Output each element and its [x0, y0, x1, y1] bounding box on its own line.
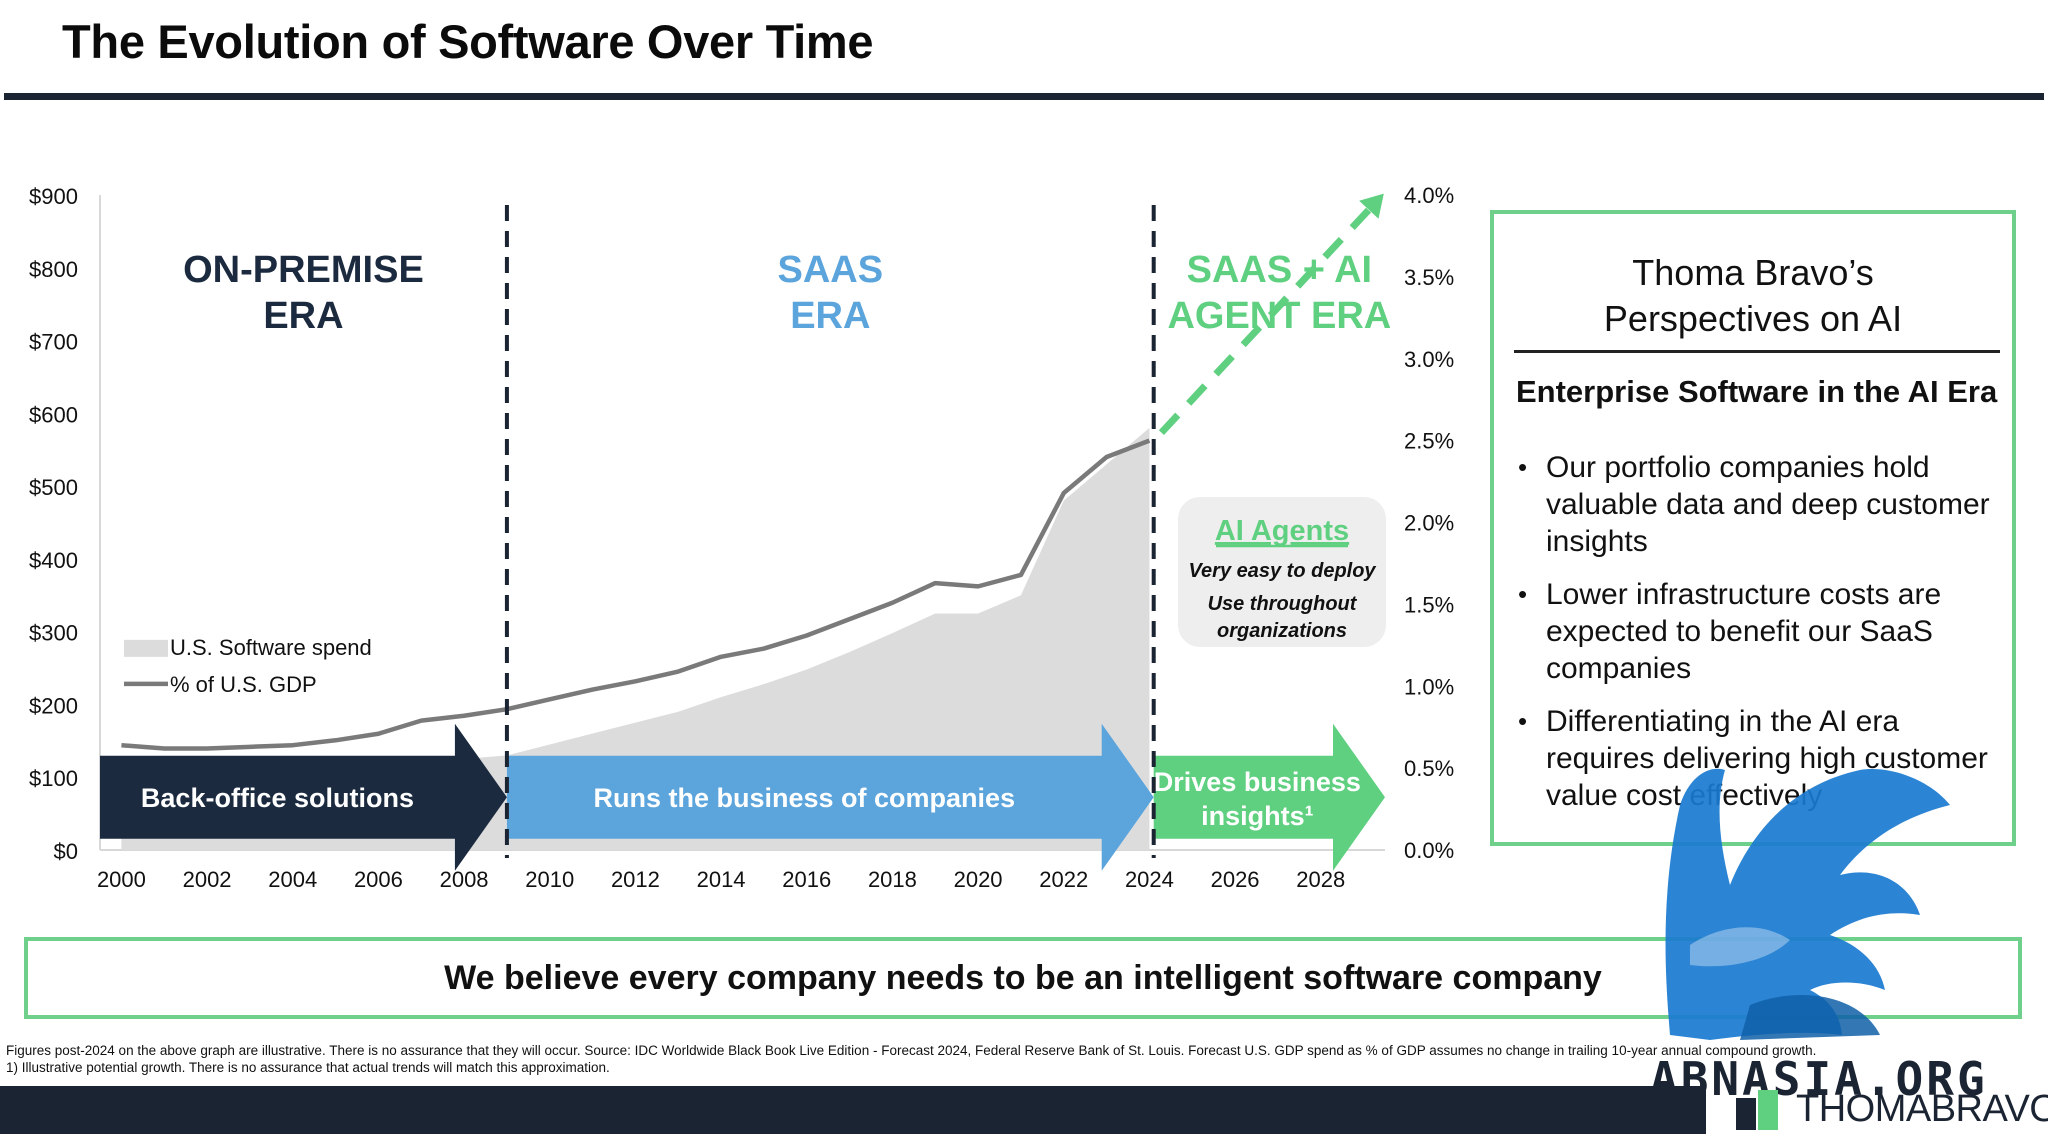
- x-axis-tick-label: 2014: [697, 867, 746, 892]
- left-axis-tick-label: $200: [29, 693, 78, 718]
- watermark-text: ABNASIA.ORG: [1650, 1052, 1988, 1106]
- perspectives-bullet: Lower infrastructure costs are expected …: [1516, 576, 2006, 687]
- thoma-bravo-logo-icon: [1736, 1090, 1778, 1130]
- right-axis-tick-label: 3.0%: [1404, 347, 1454, 372]
- title-divider: [4, 93, 2044, 100]
- perspectives-bullet: Differentiating in the AI era requires d…: [1516, 703, 2006, 814]
- right-axis-tick-label: 3.5%: [1404, 265, 1454, 290]
- left-axis-tick-label: $0: [54, 839, 78, 864]
- legend-swatch-spend: [124, 639, 168, 657]
- x-axis-tick-label: 2010: [525, 867, 574, 892]
- x-axis-tick-label: 2012: [611, 867, 660, 892]
- x-axis-tick-label: 2028: [1296, 867, 1345, 892]
- era-arrow-label: Back-office solutions: [141, 783, 414, 813]
- era-arrow-label: Runs the business of companies: [594, 783, 1016, 813]
- era-arrow-1: [100, 723, 507, 871]
- left-axis-tick-label: $300: [29, 621, 78, 646]
- brand-wordmark: THOMABRAVO: [1796, 1088, 2048, 1130]
- perspectives-bullet: Our portfolio companies hold valuable da…: [1516, 449, 2006, 560]
- projection-arrowhead: [1359, 193, 1384, 219]
- x-axis-tick-label: 2000: [97, 867, 146, 892]
- x-axis-tick-label: 2002: [183, 867, 232, 892]
- right-axis-tick-label: 0.0%: [1404, 838, 1454, 863]
- perspectives-divider: [1514, 350, 2000, 353]
- perspectives-title: Thoma Bravo’s Perspectives on AI: [1494, 250, 2012, 342]
- left-axis-tick-label: $400: [29, 548, 78, 573]
- ai-agents-callout: [1178, 497, 1386, 647]
- perspectives-bullets: Our portfolio companies hold valuable da…: [1516, 449, 2006, 830]
- perspectives-title-line2: Perspectives on AI: [1603, 298, 1903, 339]
- x-axis-tick-label: 2020: [954, 867, 1003, 892]
- era-title: ERA: [790, 295, 870, 337]
- footer-bar: [0, 1086, 1706, 1134]
- left-axis-tick-label: $900: [29, 184, 78, 209]
- legend-label-gdp: % of U.S. GDP: [170, 672, 317, 697]
- projection-dashed-line: [1158, 198, 1380, 436]
- right-axis-tick-label: 2.0%: [1404, 511, 1454, 536]
- belief-text: We believe every company needs to be an …: [444, 958, 1602, 997]
- left-axis-tick-label: $700: [29, 330, 78, 355]
- right-axis-tick-label: 1.0%: [1404, 674, 1454, 699]
- x-axis-tick-label: 2018: [868, 867, 917, 892]
- perspectives-panel: Thoma Bravo’s Perspectives on AI Enterpr…: [1490, 210, 2016, 846]
- left-axis-tick-label: $500: [29, 475, 78, 500]
- x-axis-tick-label: 2022: [1039, 867, 1088, 892]
- left-axis-tick-label: $600: [29, 402, 78, 427]
- software-spend-area: [121, 427, 1150, 850]
- ai-agents-callout-title: AI Agents: [1215, 515, 1349, 547]
- x-axis-tick-label: 2026: [1211, 867, 1260, 892]
- footnote-source: Figures post-2024 on the above graph are…: [6, 1043, 1817, 1058]
- griffin-logo-icon: [1665, 768, 1950, 1040]
- left-axis-tick-label: $100: [29, 766, 78, 791]
- left-axis-tick-label: $800: [29, 257, 78, 282]
- perspectives-subtitle: Enterprise Software in the AI Era: [1516, 374, 1998, 409]
- belief-banner: We believe every company needs to be an …: [24, 937, 2022, 1019]
- footnote-illustrative: 1) Illustrative potential growth. There …: [6, 1060, 610, 1075]
- era-title: SAAS: [778, 249, 884, 291]
- era-title: SAAS + AI: [1187, 249, 1372, 291]
- era-arrow-3: [1153, 723, 1385, 871]
- ai-agents-callout-line: organizations: [1217, 620, 1347, 642]
- era-title: ERA: [263, 295, 343, 337]
- ai-agents-callout-line: Use throughout: [1208, 593, 1358, 615]
- footnotes: Figures post-2024 on the above graph are…: [6, 1042, 1816, 1076]
- era-title: ON-PREMISE: [183, 249, 424, 291]
- gdp-percent-line: [121, 438, 1151, 751]
- x-axis-tick-label: 2006: [354, 867, 403, 892]
- x-axis-tick-label: 2008: [440, 867, 489, 892]
- perspectives-title-line1: Thoma Bravo’s: [1632, 252, 1874, 293]
- ai-agents-callout-line: Very easy to deploy: [1188, 560, 1376, 582]
- era-arrow-label: Drives business: [1154, 767, 1361, 797]
- right-axis-tick-label: 1.5%: [1404, 592, 1454, 617]
- era-arrow-label: insights¹: [1201, 801, 1314, 831]
- era-arrow-2: [506, 723, 1154, 871]
- legend-label-spend: U.S. Software spend: [170, 635, 372, 660]
- right-axis-tick-label: 0.5%: [1404, 756, 1454, 781]
- x-axis-tick-label: 2004: [268, 867, 317, 892]
- x-axis-tick-label: 2016: [782, 867, 831, 892]
- right-axis-tick-label: 2.5%: [1404, 429, 1454, 454]
- right-axis-tick-label: 4.0%: [1404, 183, 1454, 208]
- x-axis-tick-label: 2024: [1125, 867, 1174, 892]
- page-title: The Evolution of Software Over Time: [62, 15, 874, 68]
